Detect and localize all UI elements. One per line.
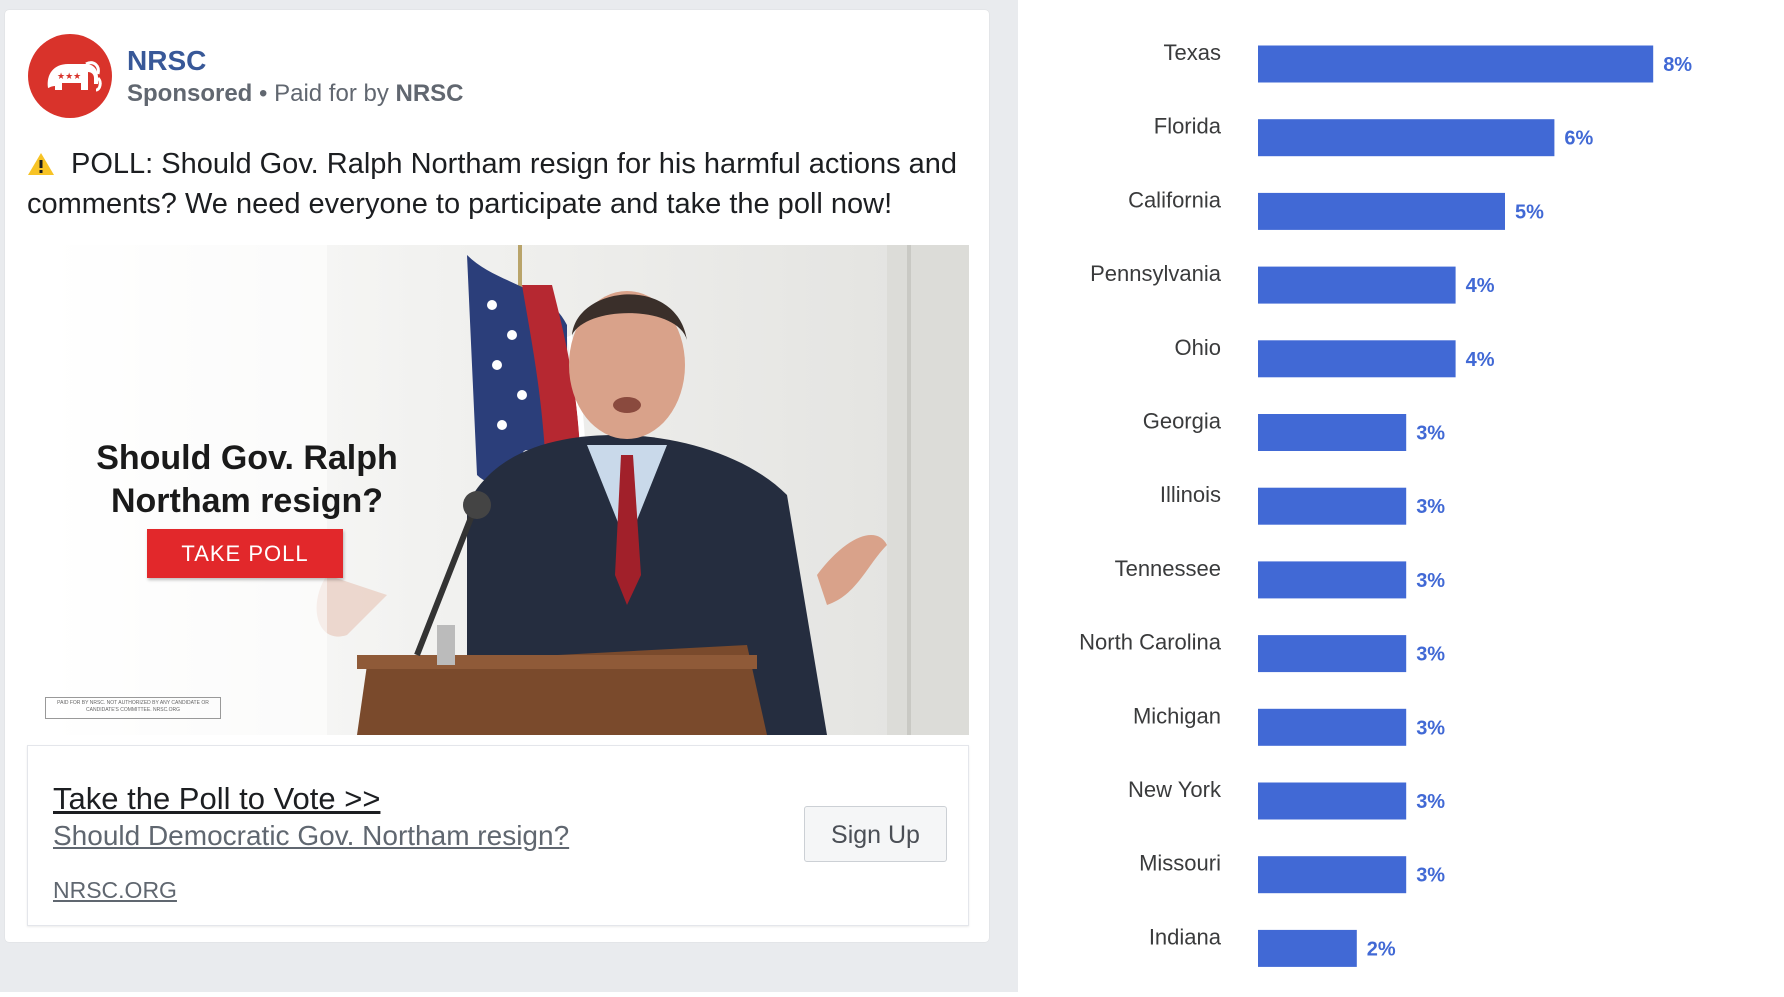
sign-up-button[interactable]: Sign Up [804,806,947,862]
value-label: 3% [1416,791,1445,813]
category-label: Indiana [1149,924,1222,949]
bar [1258,561,1407,599]
value-label: 2% [1367,938,1396,960]
post-message: POLL: Should Gov. Ralph Northam resign f… [27,144,977,224]
category-label: North Carolina [1079,630,1222,655]
value-label: 3% [1416,423,1445,445]
sponsored-label: Sponsored [127,80,253,107]
post-text: POLL: Should Gov. Ralph Northam resign f… [27,148,958,220]
value-label: 6% [1564,128,1593,150]
value-label: 3% [1416,496,1445,518]
ad-headline: Should Gov. Ralph Northam resign? [96,439,398,520]
sponsored-post-card: ★★★ NRSC Sponsored • Paid for by NRSC PO… [5,10,989,942]
category-label: Pennsylvania [1090,261,1222,286]
paid-for-prefix: Paid for by [274,80,389,107]
category-label: Michigan [1133,703,1221,728]
page-name-link[interactable]: NRSC [127,45,207,76]
category-label: Texas [1164,40,1221,65]
bar-chart-svg: Texas 8% Florida 6% California 5% Pennsylvania… [1079,40,1692,967]
value-label: 4% [1466,349,1495,371]
link-preview[interactable]: Take the Poll to Vote >> Should Democrat… [27,745,969,926]
category-label: Illinois [1160,482,1221,507]
value-label: 3% [1416,865,1445,887]
state-distribution-chart: Texas 8% Florida 6% California 5% Pennsylvania… [1018,0,1784,992]
link-description[interactable]: Should Democratic Gov. Northam resign? [53,820,570,851]
value-label: 8% [1663,54,1692,76]
link-title[interactable]: Take the Poll to Vote >> [53,781,381,816]
bar [1258,708,1407,746]
value-label: 5% [1515,201,1544,223]
ad-photo [27,245,969,735]
bar [1258,929,1357,967]
ad-preview-pane: ★★★ NRSC Sponsored • Paid for by NRSC PO… [0,0,1018,992]
bar [1258,635,1407,673]
category-label: Georgia [1143,409,1222,434]
category-label: Florida [1154,114,1222,139]
svg-text:★★★: ★★★ [57,72,81,82]
paid-for-name[interactable]: NRSC [395,80,464,107]
bar [1258,266,1456,304]
value-label: 3% [1416,717,1445,739]
paid-for-disclaimer: PAID FOR BY NRSC. NOT AUTHORIZED BY ANY … [45,697,221,719]
bar [1258,856,1407,894]
bar [1258,119,1555,157]
bar [1258,192,1505,230]
category-label: California [1128,187,1222,212]
separator-dot: • [259,80,275,107]
elephant-logo-icon[interactable]: ★★★ [28,34,112,118]
bar [1258,414,1407,451]
ad-creative-image[interactable]: Should Gov. Ralph Northam resign? TAKE P… [27,245,969,735]
category-label: Missouri [1139,851,1221,876]
value-label: 3% [1416,644,1445,666]
value-label: 4% [1466,275,1495,297]
category-label: Ohio [1175,335,1221,360]
warning-icon [28,153,54,175]
take-poll-button[interactable]: TAKE POLL [147,529,343,578]
bar [1258,45,1654,83]
bar [1258,487,1407,525]
value-label: 3% [1416,570,1445,592]
category-label: New York [1128,777,1222,802]
bar [1258,782,1407,820]
link-domain[interactable]: NRSC.ORG [53,877,177,903]
category-label: Tennessee [1115,556,1221,581]
sponsored-line: Sponsored • Paid for by NRSC [127,80,464,108]
bar [1258,340,1456,378]
